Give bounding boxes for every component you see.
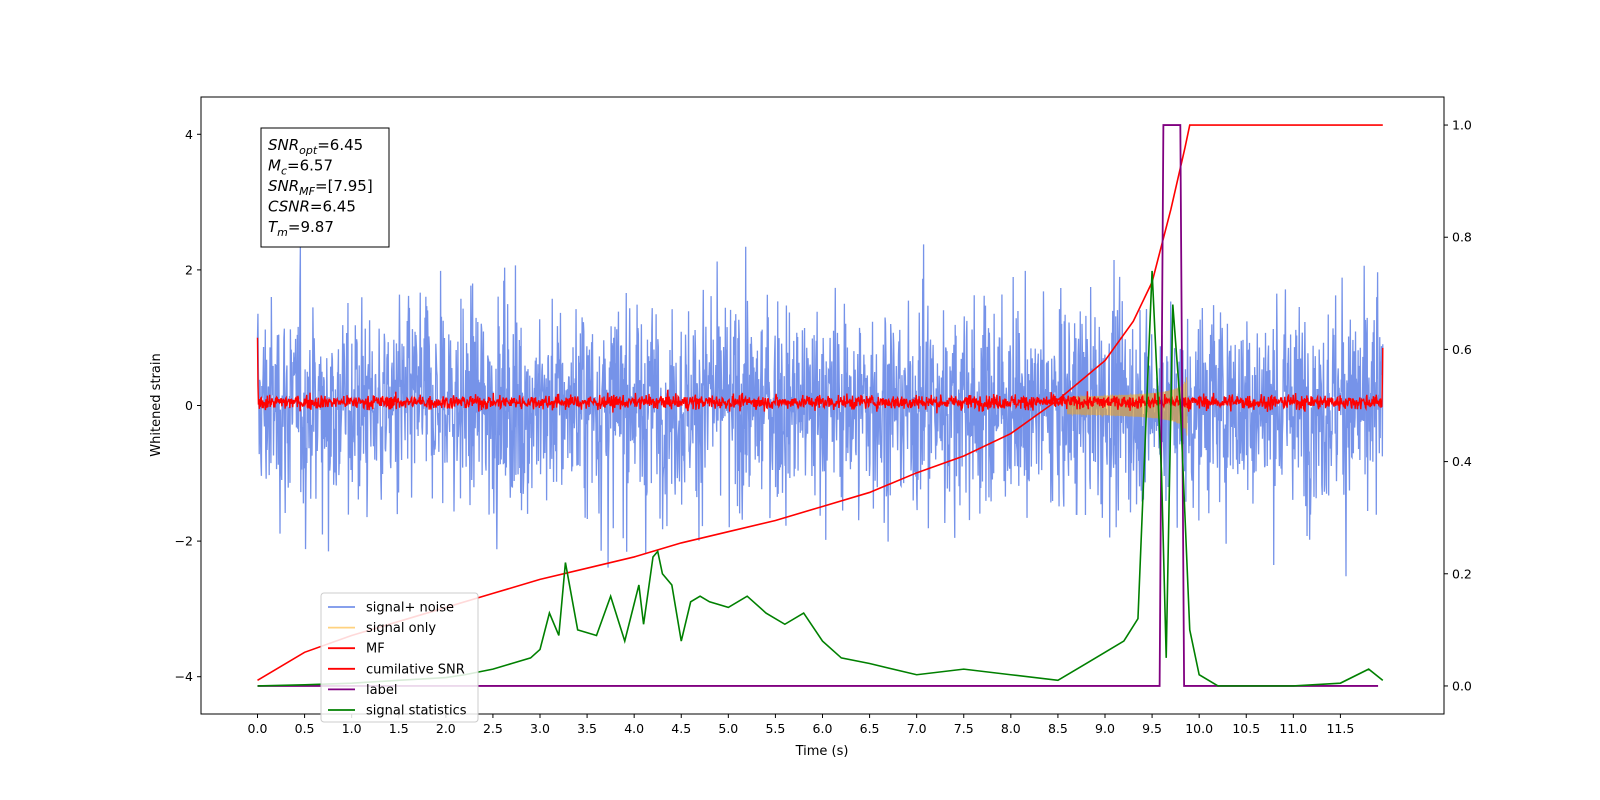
x-tick-label: 9.5 — [1142, 721, 1162, 736]
info-box-line: SNRMF=[7.95] — [268, 177, 373, 198]
x-tick-label: 2.5 — [483, 721, 503, 736]
y2-tick-label: 0.0 — [1452, 678, 1472, 693]
info-box-line: CSNR=6.45 — [268, 198, 356, 216]
x-tick-label: 1.0 — [342, 721, 362, 736]
legend-entry: MF — [366, 642, 385, 657]
y-tick-label: 2 — [185, 262, 193, 277]
y-axis-label: Whitened strain — [149, 353, 164, 456]
x-tick-label: 3.5 — [577, 721, 597, 736]
legend-frame — [320, 592, 479, 723]
x-tick-label: 1.5 — [389, 721, 409, 736]
y2-tick-label: 0.6 — [1452, 342, 1472, 357]
info-box-line: SNRopt=6.45 — [268, 136, 363, 157]
x-tick-label: 8.5 — [1048, 721, 1068, 736]
x-tick-label: 0.0 — [248, 721, 268, 736]
x-tick-label: 8.0 — [1001, 721, 1021, 736]
y-tick-label: −2 — [175, 534, 193, 549]
legend-entry: label — [366, 683, 397, 698]
x-axis: 0.0 0.5 1.0 1.5 2.0 2.5 3.0 3.5 4.0 4.5 5.0 5.5 6.0 6… — [248, 714, 1354, 736]
y-axis-left: 4 2 0 −2 −4 — [175, 127, 201, 684]
y-tick-label: 0 — [185, 398, 193, 413]
legend-entry: signal statistics — [366, 704, 467, 719]
x-tick-label: 5.0 — [718, 721, 738, 736]
series-signal-only — [1066, 377, 1188, 436]
info-box-frame — [260, 127, 390, 248]
legend-entry: signal+ noise — [366, 601, 454, 616]
series-signal-noise — [256, 244, 1384, 577]
x-tick-label: 3.0 — [530, 721, 550, 736]
x-tick-label: 6.5 — [860, 721, 880, 736]
x-tick-label: 9.0 — [1095, 721, 1115, 736]
x-tick-label: 11.5 — [1326, 721, 1354, 736]
x-tick-label: 7.5 — [954, 721, 974, 736]
x-tick-label: 4.5 — [671, 721, 691, 736]
y2-tick-label: 1.0 — [1452, 118, 1472, 133]
x-tick-label: 10.5 — [1232, 721, 1260, 736]
x-tick-label: 10.0 — [1185, 721, 1213, 736]
x-tick-label: 0.5 — [295, 721, 315, 736]
series-mf — [256, 337, 1384, 414]
x-tick-label: 6.0 — [813, 721, 833, 736]
y2-tick-label: 0.2 — [1452, 566, 1472, 581]
series-label — [257, 124, 1379, 687]
info-box-line: Mc=6.57 — [268, 157, 333, 178]
x-tick-label: 5.5 — [765, 721, 785, 736]
info-box-line: Tm=9.87 — [268, 218, 334, 239]
x-tick-label: 2.0 — [436, 721, 456, 736]
x-tick-label: 7.0 — [907, 721, 927, 736]
legend: signal+ noise signal only MF cumilative SNR… — [320, 592, 479, 723]
y-tick-label: 4 — [185, 127, 193, 142]
x-axis-label: Time (s) — [795, 744, 849, 759]
y2-tick-label: 0.8 — [1452, 230, 1472, 245]
legend-entry: signal only — [366, 621, 436, 636]
y2-tick-label: 0.4 — [1452, 454, 1472, 469]
legend-entry: cumilative SNR — [366, 662, 465, 677]
series-signal-statistics — [257, 270, 1384, 687]
y-tick-label: −4 — [175, 669, 193, 684]
y-axis-right: 1.0 0.8 0.6 0.4 0.2 0.0 — [1444, 118, 1472, 693]
x-tick-label: 4.0 — [624, 721, 644, 736]
x-tick-label: 11.0 — [1279, 721, 1307, 736]
